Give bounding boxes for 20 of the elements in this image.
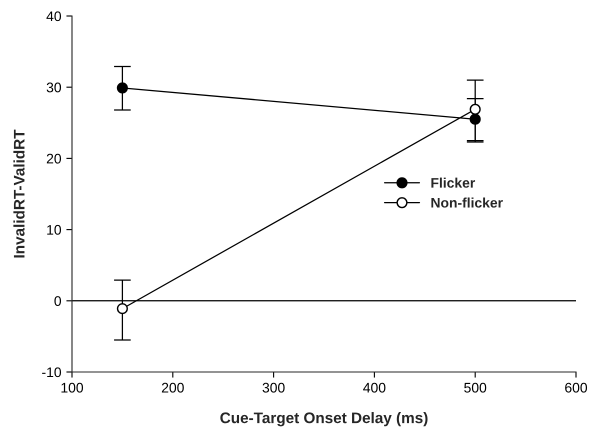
x-tick-label: 300 bbox=[262, 382, 285, 393]
y-tick-label: 0 bbox=[54, 296, 62, 306]
x-tick-label: 500 bbox=[464, 382, 486, 393]
y-axis-title: InvalidRT-ValidRT bbox=[13, 130, 25, 258]
y-tick-label: 20 bbox=[46, 154, 62, 164]
legend-label: Non-flicker bbox=[431, 197, 503, 208]
x-tick-label: 400 bbox=[363, 382, 386, 393]
y-tick-label: -10 bbox=[42, 367, 62, 378]
legend-label: Flicker bbox=[431, 178, 476, 188]
point bbox=[470, 104, 481, 115]
y-tick-label: 10 bbox=[47, 224, 62, 235]
x-axis-title: Cue-Target Onset Delay (ms) bbox=[220, 412, 428, 426]
y-tick-label: 40 bbox=[46, 11, 62, 22]
y-tick-label: 30 bbox=[46, 82, 62, 92]
x-tick-label: 200 bbox=[162, 382, 184, 393]
x-tick-label: 100 bbox=[61, 382, 84, 393]
point bbox=[116, 82, 128, 94]
point bbox=[470, 114, 481, 125]
x-tick-label: 600 bbox=[565, 382, 588, 393]
point bbox=[116, 303, 128, 314]
